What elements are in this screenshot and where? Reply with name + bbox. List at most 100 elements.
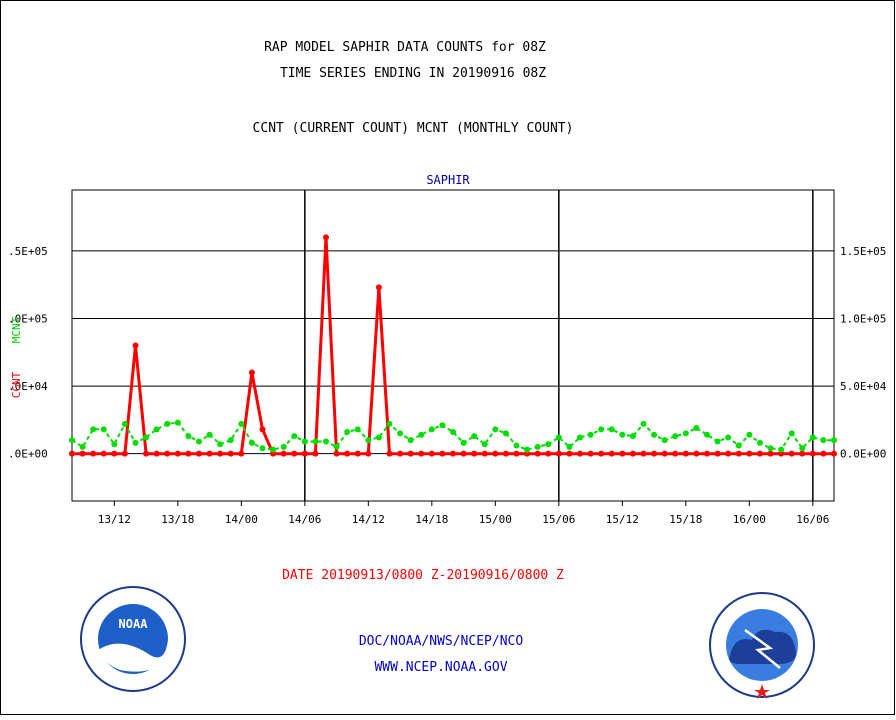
data-point-ccnt [545,450,552,457]
data-point-mcnt [185,433,192,440]
website-link[interactable]: WWW.NCEP.NOAA.GOV [374,660,507,675]
x-tick-label: 13/18 [161,513,194,526]
title-line-1: RAP MODEL SAPHIR DATA COUNTS for 08Z [264,40,546,55]
data-point-ccnt [714,450,721,457]
data-point-mcnt [248,439,255,446]
data-point-mcnt [725,434,732,441]
x-tick-label: 15/00 [479,513,512,526]
plot-area: .0E+00 0.0E+00 .0E+04 5.0E+04 .0E+05 1.0E+05.… [8,189,887,526]
data-point-mcnt [640,420,647,427]
data-point-ccnt [344,450,351,457]
data-point-ccnt [809,450,816,457]
data-point-ccnt [164,450,171,457]
data-point-ccnt [513,450,520,457]
data-point-ccnt [312,450,319,457]
data-point-mcnt [460,439,467,446]
data-point-mcnt [619,431,626,438]
data-point-ccnt [153,450,160,457]
data-point-ccnt [79,450,86,457]
data-point-ccnt [196,450,202,457]
data-point-mcnt [820,437,827,444]
data-point-mcnt [450,429,456,436]
data-point-ccnt [185,450,192,457]
x-tick-label: 14/00 [225,513,258,526]
data-point-ccnt [90,450,97,457]
data-point-mcnt [153,426,160,433]
data-point-mcnt [90,426,97,433]
data-point-mcnt [799,445,806,452]
data-point-mcnt [767,445,774,452]
data-point-ccnt [217,450,224,457]
data-point-mcnt [344,429,351,436]
data-point-ccnt [248,369,255,376]
data-point-mcnt [217,441,224,448]
data-point-ccnt [471,450,478,457]
data-point-ccnt [259,426,266,433]
data-point-mcnt [143,434,150,441]
data-point-mcnt [69,437,75,444]
data-point-mcnt [407,437,414,444]
data-point-mcnt [397,430,404,437]
data-point-mcnt [206,431,213,438]
x-tick-label: 14/12 [352,513,385,526]
data-point-mcnt [418,431,425,438]
data-point-mcnt [778,446,785,453]
data-point-mcnt [164,420,171,427]
y-tick-label-right: 1.0E+05 [840,312,886,325]
data-point-mcnt [672,433,679,440]
data-point-mcnt [312,438,319,445]
data-point-ccnt [481,450,488,457]
plot-frame [71,189,835,502]
data-point-mcnt [756,439,763,446]
data-point-ccnt [439,450,446,457]
data-point-mcnt [735,442,742,449]
data-point-ccnt [301,450,308,457]
data-point-ccnt [460,450,467,457]
data-point-ccnt [608,450,615,457]
data-point-mcnt [577,434,583,441]
data-point-mcnt [301,438,308,445]
x-tick-label: 15/06 [542,513,575,526]
data-point-ccnt [640,450,647,457]
data-point-ccnt [820,450,827,457]
data-point-mcnt [704,431,710,438]
x-tick-label: 13/12 [98,513,131,526]
x-tick-label: 16/00 [733,513,766,526]
data-point-mcnt [513,442,520,449]
x-tick-label: 15/18 [669,513,702,526]
data-point-mcnt [545,441,552,448]
data-point-mcnt [238,420,245,427]
data-point-ccnt [799,450,806,457]
data-point-mcnt [100,426,107,433]
data-point-mcnt [492,426,499,433]
nws-logo [709,592,815,699]
data-point-ccnt [555,450,562,457]
data-point-ccnt [132,342,139,349]
y-tick-label-left: .5E+05 [8,245,48,258]
data-point-mcnt [661,437,668,444]
data-point-mcnt [566,443,573,450]
data-point-ccnt [587,450,594,457]
data-point-ccnt [174,450,181,457]
data-point-ccnt [407,450,414,457]
data-point-ccnt [365,450,372,457]
data-point-mcnt [831,437,837,444]
data-point-ccnt [206,450,213,457]
data-point-mcnt [555,434,562,441]
data-point-mcnt [809,434,816,441]
data-point-mcnt [132,439,139,446]
data-point-ccnt [598,450,605,457]
data-point-mcnt [121,420,128,427]
data-point-ccnt [746,450,753,457]
data-point-ccnt [756,450,763,457]
data-point-ccnt [280,450,287,457]
data-point-ccnt [619,450,626,457]
data-point-mcnt [111,441,118,448]
data-point-ccnt [121,450,128,457]
data-point-ccnt [428,450,435,457]
data-point-ccnt [629,450,636,457]
data-point-mcnt [502,430,509,437]
data-point-mcnt [471,433,478,440]
data-point-ccnt [725,450,732,457]
